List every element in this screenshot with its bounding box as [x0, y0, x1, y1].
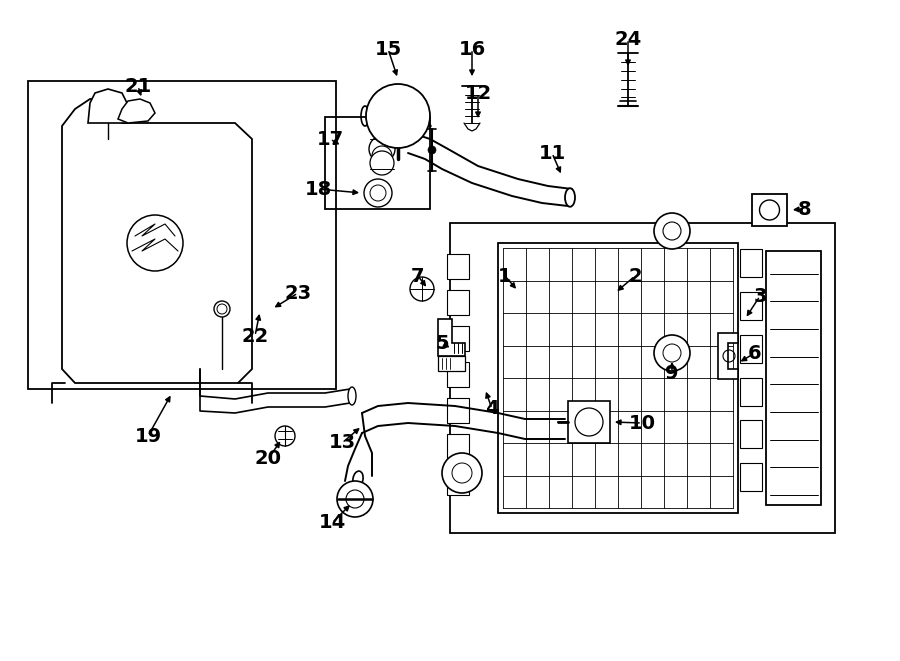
- Bar: [498, 243, 738, 513]
- Bar: [447, 254, 469, 279]
- Circle shape: [275, 426, 295, 446]
- Circle shape: [366, 84, 430, 148]
- Bar: [447, 326, 469, 351]
- Ellipse shape: [361, 106, 369, 126]
- Text: 15: 15: [374, 40, 401, 59]
- Circle shape: [370, 151, 394, 175]
- Text: 22: 22: [241, 327, 268, 346]
- Bar: [740, 335, 762, 363]
- Circle shape: [654, 213, 690, 249]
- Bar: [740, 292, 762, 320]
- Circle shape: [663, 344, 681, 362]
- Polygon shape: [438, 319, 465, 356]
- Circle shape: [760, 200, 779, 220]
- Polygon shape: [718, 333, 738, 379]
- Bar: [568, 401, 610, 443]
- Text: 7: 7: [411, 266, 425, 286]
- Polygon shape: [88, 89, 128, 123]
- Bar: [740, 420, 762, 448]
- Text: 18: 18: [304, 180, 331, 198]
- Circle shape: [410, 277, 434, 301]
- Text: 1: 1: [499, 266, 512, 286]
- Circle shape: [364, 179, 392, 207]
- Text: 10: 10: [628, 414, 655, 432]
- Text: 20: 20: [255, 449, 282, 469]
- Bar: [325, 117, 430, 209]
- Bar: [740, 377, 762, 406]
- Circle shape: [337, 481, 373, 517]
- Text: 4: 4: [485, 399, 499, 418]
- Text: 16: 16: [458, 40, 486, 59]
- Text: 8: 8: [798, 200, 812, 219]
- Bar: [766, 251, 821, 505]
- Text: 23: 23: [284, 284, 311, 303]
- Text: 14: 14: [319, 514, 346, 533]
- Circle shape: [442, 453, 482, 493]
- Text: 13: 13: [328, 434, 356, 453]
- Bar: [447, 398, 469, 423]
- Bar: [447, 470, 469, 495]
- Text: 5: 5: [436, 334, 449, 352]
- Bar: [438, 356, 465, 371]
- Bar: [740, 249, 762, 278]
- Text: 6: 6: [748, 344, 761, 362]
- Bar: [447, 362, 469, 387]
- Circle shape: [575, 408, 603, 436]
- Text: 9: 9: [665, 364, 679, 383]
- Circle shape: [217, 304, 227, 314]
- Text: 24: 24: [615, 30, 642, 48]
- Polygon shape: [118, 99, 155, 123]
- Bar: [752, 194, 787, 226]
- Ellipse shape: [353, 471, 363, 487]
- Text: 12: 12: [464, 83, 491, 102]
- Bar: [740, 463, 762, 491]
- Text: 3: 3: [753, 286, 767, 305]
- Circle shape: [214, 301, 230, 317]
- Circle shape: [452, 463, 472, 483]
- Bar: [447, 434, 469, 459]
- Circle shape: [372, 146, 392, 166]
- Text: 11: 11: [538, 143, 565, 163]
- Polygon shape: [62, 99, 252, 383]
- Circle shape: [369, 136, 395, 162]
- Ellipse shape: [348, 387, 356, 405]
- Circle shape: [428, 146, 436, 154]
- Text: 21: 21: [124, 77, 151, 95]
- Circle shape: [654, 335, 690, 371]
- Circle shape: [370, 185, 386, 201]
- Ellipse shape: [565, 188, 575, 207]
- Bar: [450, 223, 835, 533]
- Text: 17: 17: [317, 130, 344, 149]
- Bar: [447, 290, 469, 315]
- Text: 19: 19: [134, 426, 162, 446]
- Text: 2: 2: [628, 266, 642, 286]
- Bar: [28, 81, 336, 389]
